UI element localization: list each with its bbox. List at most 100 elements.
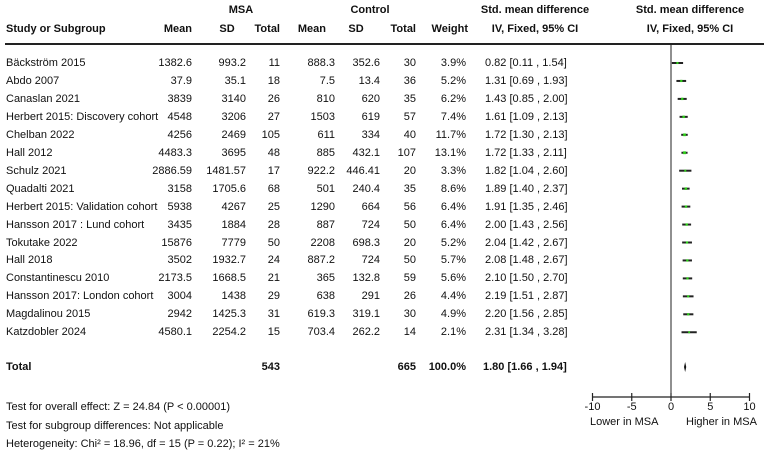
study-name: Herbert 2015: Discovery cohort	[6, 110, 159, 123]
study-name: Constantinescu 2010	[6, 272, 110, 285]
control-total-header: Total	[390, 23, 416, 35]
msa-sd: 1425.3	[212, 308, 246, 321]
control-total: 26	[403, 290, 416, 303]
control-sd: 291	[361, 290, 380, 303]
msa-sd: 3140	[221, 92, 246, 105]
control-total: 40	[403, 128, 416, 141]
weight: 7.4%	[440, 110, 466, 123]
msa-mean: 3435	[167, 218, 192, 231]
weight: 4.9%	[440, 308, 466, 321]
control-total: 36	[403, 74, 416, 87]
table-row: Herbert 2015: Discovery cohort 4548 3206 27…	[0, 108, 768, 126]
control-sd: 620	[361, 92, 380, 105]
msa-mean: 3004	[167, 290, 192, 303]
msa-total: 28	[267, 218, 280, 231]
msa-sd: 1668.5	[212, 272, 246, 285]
axis-tick-label: 0	[667, 401, 675, 413]
control-sd: 432.1	[352, 146, 380, 159]
weight: 5.6%	[440, 272, 466, 285]
control-mean: 887.2	[307, 254, 335, 267]
msa-total: 26	[267, 92, 280, 105]
msa-sd: 4267	[221, 200, 246, 213]
msa-total: 31	[267, 308, 280, 321]
study-name: Magdalinou 2015	[6, 308, 91, 321]
study-name: Hall 2018	[6, 254, 53, 267]
msa-total: 50	[267, 236, 280, 249]
weight: 3.9%	[440, 57, 466, 69]
control-total: 35	[403, 182, 416, 195]
effect-ci: 1.31 [0.69 , 1.93]	[485, 74, 568, 87]
heterogeneity-text: Heterogeneity: Chi² = 18.96, df = 15 (P …	[6, 438, 280, 450]
study-name: Katzdobler 2024	[6, 326, 87, 339]
msa-sd: 993.2	[218, 57, 246, 69]
table-row: Hansson 2017: London cohort 3004 1438 29 638…	[0, 287, 768, 305]
table-row: Tokutake 2022 15876 7779 50 2208 698.3 20 5.2% 2…	[0, 234, 768, 252]
pooled-diamond	[684, 362, 687, 372]
msa-sd-header: SD	[219, 23, 235, 35]
msa-total: 29	[267, 290, 280, 303]
total-label: Total	[6, 361, 32, 373]
control-sd: 619	[361, 110, 380, 123]
msa-total: 11	[268, 57, 280, 69]
msa-total: 17	[267, 164, 280, 177]
control-mean: 922.2	[307, 164, 335, 177]
weight: 6.4%	[440, 200, 466, 213]
weight: 6.4%	[440, 218, 466, 231]
control-mean: 365	[316, 272, 335, 285]
table-row: Hansson 2017 : Lund cohort 3435 1884 28 887 7…	[0, 216, 768, 234]
msa-mean: 3839	[167, 92, 192, 105]
control-mean: 885	[316, 146, 335, 159]
study-name: Schulz 2021	[6, 164, 67, 177]
table-row: Hall 2012 4483.3 3695 48 885 432.1 107 13.1% 1.7…	[0, 144, 768, 162]
effect-ci: 1.43 [0.85 , 2.00]	[485, 92, 568, 105]
control-sd-header: SD	[348, 23, 364, 35]
control-mean: 1503	[310, 110, 335, 123]
control-sd: 319.1	[352, 308, 380, 321]
msa-mean: 3158	[167, 182, 192, 195]
msa-total: 18	[267, 74, 280, 87]
msa-sd: 1481.57	[206, 164, 246, 177]
effect-point	[685, 241, 689, 244]
msa-mean: 2886.59	[152, 164, 192, 177]
control-sd: 132.8	[352, 272, 380, 285]
study-name: Tokutake 2022	[6, 236, 78, 249]
weight: 5.2%	[440, 74, 466, 87]
msa-mean: 4580.1	[158, 326, 192, 339]
effect-point	[686, 277, 689, 280]
msa-sd: 35.1	[224, 74, 246, 87]
effect-point	[682, 115, 685, 119]
weight: 6.2%	[440, 92, 466, 105]
study-name: Hall 2012	[6, 146, 53, 159]
effect-point	[685, 223, 688, 226]
plot-method-header: IV, Fixed, 95% CI	[646, 23, 734, 35]
axis-tick-label: -5	[626, 401, 637, 413]
total-row: Total 543 665 100.0% 1.80 [1.66 , 1.94]	[0, 358, 768, 376]
subgroup-text: Test for subgroup differences: Not appli…	[6, 420, 224, 432]
control-sd: 698.3	[352, 236, 380, 249]
effect-point	[683, 151, 686, 155]
total-ci: 1.80 [1.66 , 1.94]	[483, 361, 567, 373]
msa-sd: 3695	[221, 146, 246, 159]
axis-left-label: Lower in MSA	[590, 416, 659, 428]
msa-total: 105	[261, 128, 280, 141]
effect-ci: 2.08 [1.48 , 2.67]	[485, 254, 568, 267]
effect-point	[684, 169, 687, 172]
control-sd: 724	[361, 254, 380, 267]
effect-point	[680, 79, 683, 83]
axis-tick-label: 10	[743, 401, 756, 413]
control-total: 57	[403, 110, 416, 123]
control-total: 107	[397, 146, 416, 159]
effect-point	[687, 295, 690, 298]
control-mean: 1290	[310, 200, 335, 213]
study-name: Canaslan 2021	[6, 92, 81, 105]
control-mean: 501	[316, 182, 335, 195]
total-control-n: 665	[397, 361, 416, 373]
table-row: Quadalti 2021 3158 1705.6 68 501 240.4 35 8.6% 1…	[0, 180, 768, 198]
total-weight: 100.0%	[428, 361, 466, 373]
msa-mean: 2173.5	[158, 272, 192, 285]
msa-mean: 4256	[167, 128, 192, 141]
control-mean: 887	[316, 218, 335, 231]
msa-sd: 2469	[221, 128, 246, 141]
group-control-header: Control	[350, 4, 390, 16]
